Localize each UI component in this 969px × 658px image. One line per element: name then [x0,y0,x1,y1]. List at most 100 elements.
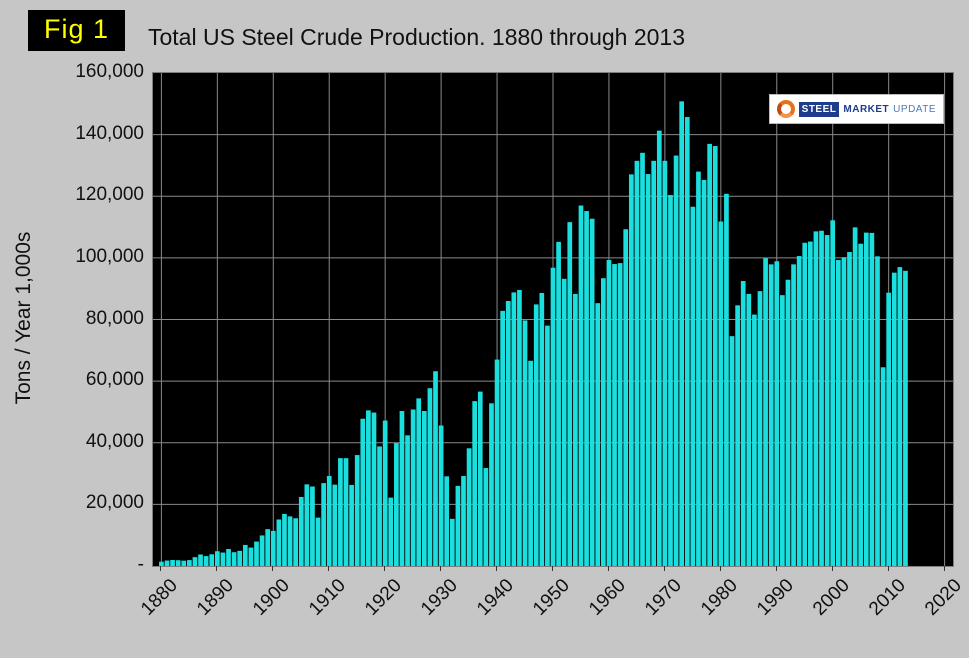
bar-1899 [265,529,271,566]
bar-1932 [449,518,455,566]
x-tick-mark [216,566,218,571]
bar-1947 [533,304,539,566]
x-tick-label: 1920 [361,575,407,620]
bar-1887 [198,554,203,566]
bar-1993 [791,264,796,566]
bar-1929 [433,371,438,566]
bar-1922 [394,443,399,566]
bar-1880 [159,561,164,566]
x-tick-label: 1940 [473,575,518,620]
bar-2002 [841,257,847,566]
x-tick-label: 1910 [305,575,351,620]
bar-1957 [589,218,595,566]
bar-1977 [701,179,707,566]
bar-2008 [875,256,880,566]
bar-1991 [780,295,785,566]
bar-1978 [707,143,712,566]
bar-1997 [813,231,819,566]
bar-1999 [824,235,830,566]
bar-1983 [735,305,740,566]
bar-1950 [550,267,556,566]
bar-1907 [310,486,315,566]
bar-1902 [282,513,287,566]
bar-1968 [651,160,657,566]
bar-1962 [617,263,623,566]
y-tick-label: 40,000 [85,430,144,452]
bar-1895 [242,544,248,566]
x-tick-mark [607,566,609,571]
bar-1910 [326,476,332,566]
bar-1994 [796,256,802,566]
bar-1901 [276,519,282,566]
bar-2007 [869,232,875,566]
bar-1900 [270,530,276,566]
bar-2005 [858,243,864,566]
logo-ring-icon [776,100,795,118]
bar-1916 [360,418,366,566]
bar-1937 [477,391,483,566]
bar-1931 [444,476,450,566]
bar-1955 [578,205,584,566]
y-tick-label: - [137,554,144,575]
bar-1890 [214,551,220,566]
bars-canvas [153,73,953,566]
bar-2010 [886,292,892,566]
bar-1945 [522,320,528,566]
x-tick-mark [663,566,665,571]
bar-1920 [382,420,388,566]
bar-1924 [405,435,410,566]
x-tick-label: 1950 [529,575,574,620]
bar-1966 [640,152,645,566]
bar-1958 [595,303,601,566]
x-tick-label: 2010 [864,575,910,620]
x-tick-mark [160,566,162,571]
x-tick-mark [719,566,721,571]
bar-1904 [293,518,299,566]
bar-1982 [729,336,735,566]
x-tick-mark [272,566,274,571]
bar-2004 [852,227,858,566]
bar-1941 [500,310,505,566]
bar-1909 [321,483,326,566]
bar-1884 [181,560,187,566]
bar-1927 [421,411,427,566]
y-tick-label: 20,000 [85,492,144,514]
y-tick-label: 120,000 [75,184,144,206]
bar-1923 [399,411,405,566]
bar-1919 [377,446,382,566]
bar-1935 [466,448,472,566]
bar-1908 [315,517,321,566]
bar-1981 [724,193,729,566]
bar-1882 [170,560,175,566]
bar-2006 [863,232,869,566]
x-tick-label: 1980 [696,575,742,620]
bar-2003 [847,252,852,566]
bar-1934 [461,476,466,566]
bar-1881 [164,560,170,566]
bar-1940 [494,359,500,566]
bar-1943 [511,292,517,566]
bar-1911 [332,484,338,566]
bar-1975 [690,206,696,566]
bar-1989 [768,264,774,566]
bar-1886 [192,557,198,566]
bar-1988 [763,258,768,566]
bar-1944 [517,289,522,566]
bar-1930 [438,425,444,566]
bar-1960 [606,260,612,566]
bar-1980 [718,221,724,566]
bar-1942 [505,301,511,566]
bar-1914 [349,484,354,566]
logo-word-market: MARKET [843,103,890,115]
bar-1987 [757,291,763,566]
x-tick-label: 1990 [752,575,798,620]
bar-1903 [287,516,293,566]
x-tick-mark [552,566,553,571]
bar-1952 [561,278,567,566]
bar-1974 [684,117,690,566]
bar-1946 [528,360,533,566]
bar-1967 [645,174,651,566]
bar-1926 [416,398,422,566]
bar-1889 [209,554,215,566]
